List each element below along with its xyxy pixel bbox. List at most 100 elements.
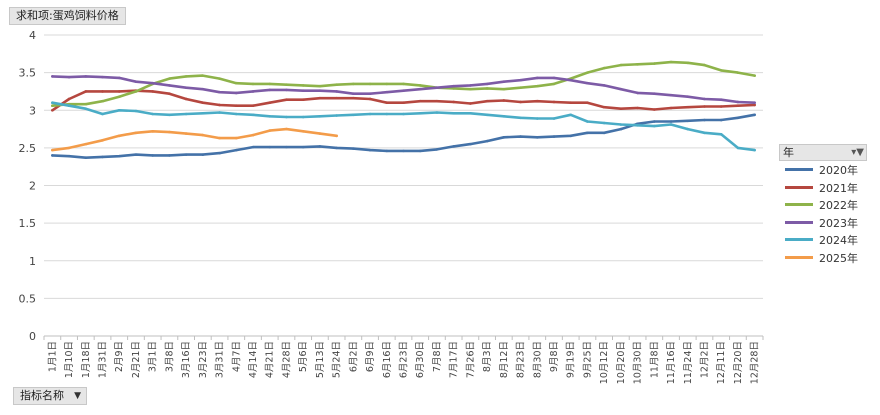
data-point — [184, 97, 188, 101]
data-point — [285, 83, 288, 86]
data-point — [669, 60, 673, 64]
data-point — [586, 120, 589, 123]
data-point — [586, 81, 589, 85]
data-point — [602, 121, 606, 125]
x-tick-label: 10月12日 — [599, 341, 610, 384]
x-tick-label: 8月30日 — [532, 341, 543, 378]
y-tick-label: 4 — [29, 29, 36, 42]
data-point — [519, 135, 522, 138]
data-point — [218, 103, 221, 107]
x-tick-label: 11月24日 — [683, 341, 694, 384]
data-point — [151, 112, 154, 116]
data-point — [335, 96, 338, 100]
data-point — [636, 91, 639, 95]
data-point — [736, 100, 740, 104]
x-tick-label: 4月14日 — [248, 341, 259, 378]
data-point — [84, 102, 88, 106]
data-point — [753, 148, 756, 152]
data-point — [51, 148, 54, 152]
data-point — [485, 82, 489, 86]
data-point — [736, 104, 740, 108]
data-point — [686, 105, 690, 109]
data-point — [134, 80, 138, 83]
data-point — [268, 88, 272, 92]
data-point — [218, 111, 221, 114]
data-point — [51, 104, 54, 108]
data-point — [435, 111, 439, 114]
x-tick-label: 8月3日 — [482, 341, 493, 372]
data-point — [184, 153, 188, 156]
data-point — [184, 112, 188, 116]
pivot-row-field-button[interactable]: 指标名称 ▼ — [13, 387, 87, 405]
x-tick-label: 4月28日 — [281, 341, 292, 378]
data-point — [368, 92, 372, 95]
data-point — [485, 113, 489, 117]
data-point — [352, 147, 355, 150]
data-point — [234, 148, 238, 152]
data-point — [318, 114, 322, 118]
x-tick-label: 12月20日 — [733, 341, 744, 384]
data-point — [117, 76, 121, 80]
data-point — [168, 130, 171, 134]
legend-label: 2022年 — [819, 199, 858, 213]
data-point — [719, 118, 723, 122]
data-point — [418, 99, 422, 103]
data-point — [151, 154, 154, 157]
data-point — [552, 100, 556, 104]
data-point — [101, 112, 104, 116]
data-point — [502, 114, 506, 118]
data-point — [67, 104, 71, 108]
chart-legend: 年 ▾▼ 2020年 2021年 2022年 2023年 2024年 2025年 — [779, 144, 867, 267]
pivot-value-field-button[interactable]: 求和项:蛋鸡饲料价格 — [9, 7, 126, 25]
data-point — [301, 98, 305, 102]
legend-filter-button[interactable]: 年 ▾▼ — [779, 144, 867, 161]
data-point — [251, 90, 255, 93]
data-point — [117, 95, 121, 99]
data-point — [619, 127, 623, 131]
data-point — [385, 82, 389, 86]
data-point — [653, 120, 656, 123]
data-point — [703, 131, 706, 135]
data-point — [469, 87, 472, 91]
data-point — [686, 127, 690, 131]
data-point — [502, 136, 506, 139]
data-point — [402, 112, 405, 116]
data-point — [485, 139, 489, 143]
data-point — [251, 82, 255, 86]
x-tick-label: 1月18日 — [81, 341, 92, 378]
x-tick-label: 6月9日 — [365, 341, 376, 372]
x-tick-label: 10月20日 — [616, 341, 627, 384]
data-point — [301, 115, 305, 119]
data-point — [51, 101, 54, 105]
data-point — [469, 142, 472, 146]
data-point — [385, 112, 389, 116]
data-point — [636, 124, 639, 127]
y-axis-ticks: 0 0.5 1 1.5 2 2.5 3 3.5 4 — [19, 29, 37, 343]
data-point — [301, 130, 305, 133]
data-point — [251, 113, 255, 117]
y-tick-label: 3 — [29, 104, 36, 117]
data-point — [285, 88, 288, 92]
x-tick-label: 7月8日 — [432, 341, 443, 372]
data-point — [268, 145, 272, 149]
data-point — [51, 108, 54, 112]
data-point — [703, 63, 706, 67]
data-point — [602, 66, 606, 70]
legend-swatch — [785, 203, 813, 207]
legend-item: 2023年 — [779, 214, 867, 232]
x-tick-label: 3月1日 — [148, 341, 159, 372]
data-point — [168, 154, 171, 157]
x-tick-label: 6月2日 — [348, 341, 359, 372]
data-point — [335, 134, 338, 138]
data-point — [736, 146, 740, 150]
data-point — [301, 89, 305, 92]
series-lines — [51, 60, 756, 159]
data-point — [184, 86, 188, 89]
data-point — [201, 101, 205, 105]
data-point — [653, 124, 656, 128]
x-tick-label: 5月13日 — [315, 341, 326, 378]
data-point — [101, 75, 104, 79]
data-point — [218, 90, 221, 94]
data-point — [435, 86, 439, 89]
x-tick-label: 9月8日 — [549, 341, 560, 372]
